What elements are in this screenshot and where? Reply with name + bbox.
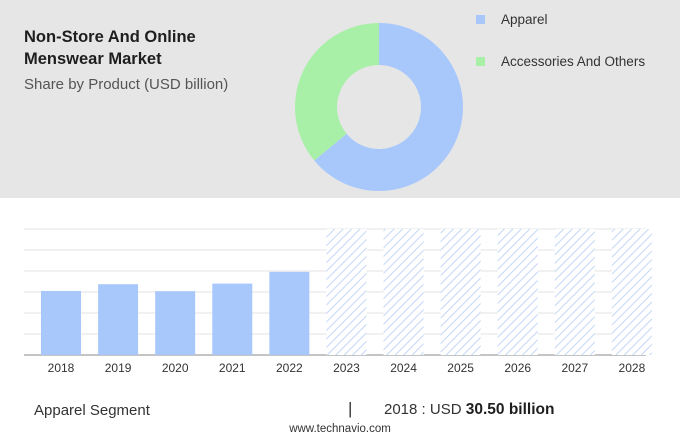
x-tick-label: 2027 [561,361,588,375]
bar-2021 [212,283,253,355]
chart-title: Non-Store And Online Menswear Market [24,28,196,68]
bar-2020 [155,291,196,355]
x-tick-label: 2020 [162,361,189,375]
forecast-bar-2027 [554,229,595,355]
legend-label: Apparel [501,12,548,27]
footer-separator: | [348,399,353,418]
legend-swatch-apparel [476,15,485,24]
x-tick-label: 2021 [219,361,246,375]
x-tick-label: 2024 [390,361,417,375]
forecast-bar-2025 [440,229,481,355]
donut-slice-accessories-and-others [294,23,379,161]
bar-2019 [98,284,139,355]
forecast-bar-2024 [383,229,424,355]
bar-chart: 2018 2019 2020 2021 2022 2023 2024 2025 2026 2027… [24,228,652,375]
forecast-bar-2023 [326,229,367,355]
bar-2022 [269,271,310,355]
footer-value-amount: 30.50 billion [465,401,555,418]
x-tick-label: 2026 [504,361,531,375]
legend-item-accessories: Accessories And Others [476,54,645,69]
footer-value: 2018 : USD 30.50 billion [384,401,554,419]
x-tick-label: 2025 [447,361,474,375]
x-tick-label: 2022 [276,361,303,375]
bar-2018 [41,290,81,355]
legend-swatch-accessories [476,57,485,66]
forecast-bar-2028 [611,229,652,355]
footer-value-prefix: 2018 : USD [384,401,462,418]
footer-segment: Apparel Segment [34,402,150,419]
x-tick-label: 2018 [48,361,75,375]
watermark: www.technavio.com [289,423,391,435]
donut-slice-apparel [314,23,463,191]
chart-subtitle: Share by Product (USD billion) [24,76,229,93]
x-tick-label: 2028 [619,361,646,375]
legend-item-apparel: Apparel [476,12,548,27]
x-tick-label: 2023 [333,361,360,375]
forecast-bar-2026 [497,229,538,355]
donut-chart [294,23,463,191]
x-tick-label: 2019 [105,361,132,375]
legend-label: Accessories And Others [501,54,646,69]
